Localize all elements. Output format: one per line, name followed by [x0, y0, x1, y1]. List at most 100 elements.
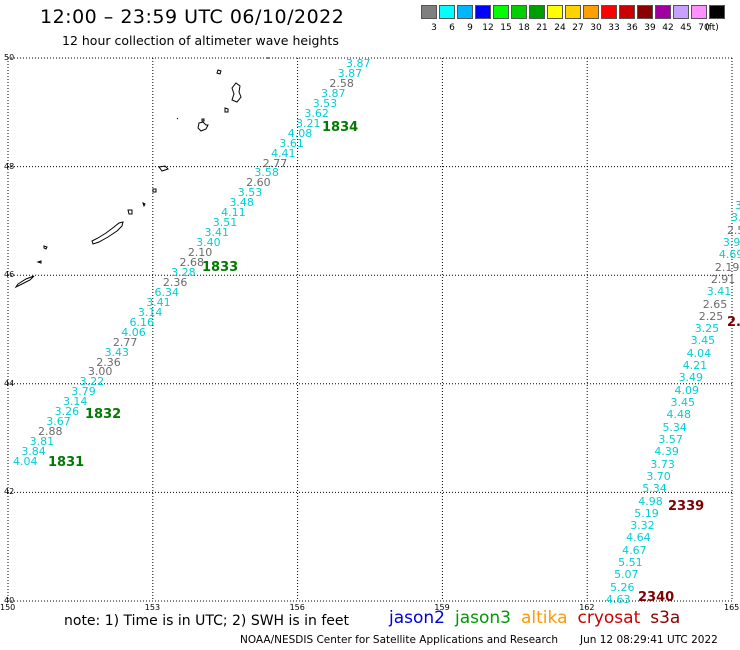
swh-value: 2.60	[246, 176, 271, 190]
colorbar-tick-label: 3	[431, 23, 437, 33]
swh-value: 3.87	[321, 86, 346, 100]
map-subtitle: 12 hour collection of altimeter wave hei…	[62, 33, 339, 48]
swh-value: 2.36	[162, 275, 188, 289]
longitude-label: 159	[434, 603, 450, 612]
footer-credit: NOAA/NESDIS Center for Satellite Applica…	[240, 634, 558, 646]
legend-entry: cryosat	[577, 608, 641, 628]
colorbar-swatch	[457, 5, 473, 19]
swh-value: 2.19	[714, 260, 740, 274]
swh-value: 3.	[730, 211, 740, 225]
island-7	[158, 165, 169, 172]
island-4	[197, 121, 209, 132]
swh-value: 4.06	[121, 325, 146, 339]
swh-value: 3.14	[62, 395, 88, 409]
island-2	[231, 82, 242, 103]
island-3	[224, 107, 229, 113]
swh-value: 3.21	[296, 116, 321, 130]
longitude-label: 165	[724, 603, 740, 612]
colorbar-tick-label: 12	[482, 23, 494, 33]
colorbar-tick-label: 70	[698, 23, 710, 33]
island-5	[201, 118, 205, 122]
swh-value: 2.91	[710, 272, 736, 286]
colorbar-tick-label: 33	[608, 23, 620, 33]
latitude-label: 46	[4, 270, 15, 280]
swh-value: 4.67	[622, 543, 647, 557]
pass-time-label: 2340	[638, 590, 675, 605]
swh-value: 2.5	[726, 223, 740, 237]
colorbar-swatch	[565, 5, 581, 19]
swh-value: 3.92	[722, 235, 740, 249]
swh-value: 3.58	[254, 166, 279, 180]
colorbar-tick-label: 15	[500, 23, 512, 33]
swh-value: 3.26	[54, 405, 80, 419]
footer: NOAA/NESDIS Center for Satellite Applica…	[240, 634, 718, 646]
swh-value: 3.45	[670, 396, 696, 409]
island-14	[14, 275, 35, 289]
swh-value: 4.21	[682, 359, 708, 373]
latitude-label: 42	[4, 487, 15, 497]
swh-value: 3.41	[706, 285, 732, 299]
pass-time-label: 1834	[322, 120, 359, 135]
swh-value: 4.41	[271, 146, 296, 160]
pass-time-label: 1832	[85, 407, 122, 422]
island-10	[127, 209, 133, 215]
longitude-label: 150	[0, 603, 16, 612]
swh-value: 3.22	[79, 375, 105, 389]
swh-value: 3.53	[312, 96, 338, 110]
colorbar-swatch	[655, 5, 671, 19]
colorbar-swatch	[601, 5, 617, 19]
colorbar-tick-label: 9	[467, 23, 473, 33]
swh-value: 2.36	[96, 355, 121, 369]
colorbar-swatch	[583, 5, 599, 19]
swh-value: 2.88	[37, 425, 63, 439]
island-11	[91, 221, 124, 245]
swh-value: 4.63	[606, 593, 631, 606]
legend-entry: s3a	[650, 608, 681, 628]
swh-value: 5.26	[610, 580, 635, 594]
swh-value: 3.28	[171, 265, 196, 279]
colorbar-tick-label: 18	[518, 23, 530, 33]
latitude-label: 40	[4, 596, 15, 605]
swh-value: 3.84	[21, 445, 46, 459]
swh-value: 5.07	[614, 568, 639, 582]
satellite-legend: jason2 jason3 altika cryosat s3a	[389, 608, 690, 628]
swh-value: 4.39	[654, 445, 679, 459]
swh-value: 4.48	[666, 408, 691, 422]
swh-value: 2.10	[187, 246, 213, 260]
swh-value: 4.04	[13, 455, 38, 468]
colorbar-swatch	[511, 5, 527, 19]
colorbar-tick-label: (ft)	[705, 23, 719, 33]
legend-entry: altika	[521, 608, 568, 628]
swh-value: 2.77	[262, 156, 288, 170]
longitude-label: 156	[289, 603, 305, 612]
swh-value: 3.81	[29, 435, 55, 449]
swh-value: 2.77	[112, 335, 138, 349]
swh-value: 4.09	[674, 383, 700, 397]
latitude-label: 50	[4, 53, 15, 62]
colorbar-tick-label: 42	[662, 23, 674, 33]
swh-value: 3.62	[304, 106, 329, 120]
swh-value: 3.41	[204, 226, 229, 240]
swh-value: 3.70	[646, 469, 671, 483]
colorbar-tick-label: 21	[536, 23, 548, 33]
swh-value: 3.73	[650, 457, 675, 471]
longitude-label: 162	[579, 603, 595, 612]
swh-value: 3.40	[196, 236, 221, 250]
swh-value: 4.98	[638, 494, 663, 508]
footer-timestamp: Jun 12 08:29:41 UTC 2022	[580, 634, 718, 646]
graticule-grid	[7, 57, 733, 602]
swh-value: 3	[735, 199, 740, 212]
pass-time-label: 2.	[727, 315, 740, 330]
swh-value: 2.65	[702, 297, 728, 311]
swh-value: 3.57	[658, 432, 683, 446]
map-title: 12:00 – 23:59 UTC 06/10/2022	[40, 6, 345, 28]
colorbar-tick-label: 30	[590, 23, 602, 33]
swh-value: 5.51	[618, 556, 643, 570]
colorbar-swatch	[619, 5, 635, 19]
swh-value: 4.08	[287, 126, 313, 140]
note-text: note: 1) Time is in UTC; 2) SWH is in fe…	[64, 613, 350, 629]
colorbar-swatch	[709, 5, 725, 19]
swh-value: 3.14	[137, 305, 163, 319]
colorbar-tick-label: 27	[572, 23, 584, 33]
